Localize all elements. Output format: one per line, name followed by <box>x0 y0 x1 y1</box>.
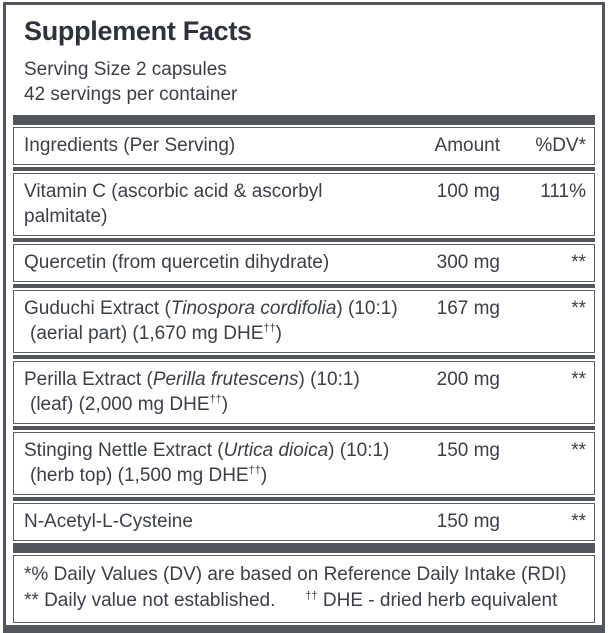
column-header-dv: %DV* <box>535 135 586 157</box>
row-divider <box>13 167 595 172</box>
ingredient-dv: ** <box>571 369 586 391</box>
ingredient-name: Vitamin C (ascorbic acid & ascorbyl palm… <box>24 181 323 228</box>
ingredient-dv: ** <box>571 298 586 320</box>
footnotes-section: *% Daily Values (DV) are based on Refere… <box>13 555 595 624</box>
ingredient-row: Stinging Nettle Extract (Urtica dioica) … <box>13 432 595 496</box>
ingredient-amount: 100 mg <box>436 181 500 203</box>
ingredient-row: Vitamin C (ascorbic acid & ascorbyl palm… <box>13 173 595 237</box>
servings-per-container: 42 servings per container <box>24 84 238 106</box>
table-header-row: Ingredients (Per Serving) Amount %DV* <box>13 127 595 166</box>
ingredient-amount: 300 mg <box>436 252 500 274</box>
panel-bottom-bar <box>6 625 602 633</box>
ingredient-name: Guduchi Extract (Tinospora cordifolia) (… <box>24 298 398 345</box>
ingredient-amount: 200 mg <box>436 369 500 391</box>
panel-header: Supplement Facts Serving Size 2 capsules… <box>13 5 595 113</box>
ingredient-dv: 111% <box>540 181 586 203</box>
section-divider-bar-top <box>13 115 595 126</box>
row-divider <box>13 426 595 431</box>
ingredient-name: Perilla Extract (Perilla frutescens) (10… <box>24 369 360 416</box>
ingredient-name: N-Acetyl-L-Cysteine <box>24 511 193 533</box>
column-header-ingredients: Ingredients (Per Serving) <box>24 135 236 157</box>
serving-size: Serving Size 2 capsules <box>24 59 227 81</box>
ingredient-row: Guduchi Extract (Tinospora cordifolia) (… <box>13 290 595 354</box>
ingredient-name: Quercetin (from quercetin dihydrate) <box>24 252 330 274</box>
ingredient-row: N-Acetyl-L-Cysteine 150 mg ** <box>13 503 595 542</box>
row-divider <box>13 355 595 360</box>
footnote-not-established: ** Daily value not established. †† DHE - … <box>24 590 558 612</box>
footnote-daily-values: *% Daily Values (DV) are based on Refere… <box>24 564 567 586</box>
ingredient-dv: ** <box>571 440 586 462</box>
ingredient-row: Quercetin (from quercetin dihydrate) 300… <box>13 244 595 283</box>
ingredient-amount: 167 mg <box>436 298 500 320</box>
ingredient-rows: Vitamin C (ascorbic acid & ascorbyl palm… <box>13 173 595 542</box>
column-header-amount: Amount <box>434 135 500 157</box>
ingredient-amount: 150 mg <box>436 511 500 533</box>
ingredient-dv: ** <box>571 252 586 274</box>
ingredient-row: Perilla Extract (Perilla frutescens) (10… <box>13 361 595 425</box>
row-divider <box>13 238 595 243</box>
supplement-facts-panel: Supplement Facts Serving Size 2 capsules… <box>3 2 605 633</box>
panel-title: Supplement Facts <box>24 16 252 46</box>
row-divider <box>13 497 595 502</box>
ingredient-name: Stinging Nettle Extract (Urtica dioica) … <box>24 440 390 487</box>
ingredient-amount: 150 mg <box>436 440 500 462</box>
row-divider <box>13 284 595 289</box>
ingredient-dv: ** <box>571 511 586 533</box>
section-divider-bar-bottom <box>13 543 595 554</box>
